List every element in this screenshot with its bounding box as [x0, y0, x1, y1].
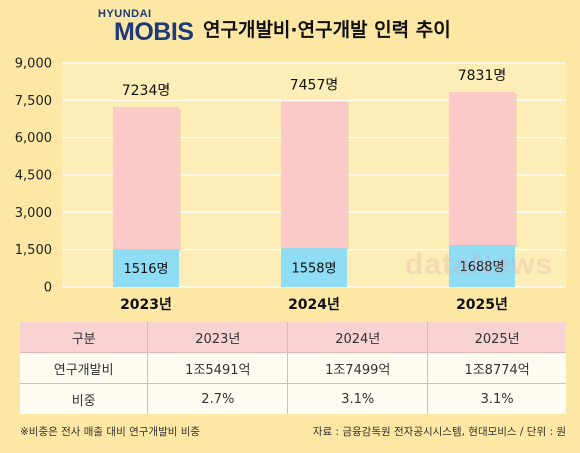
y-tick-label: 3,000 — [15, 206, 52, 221]
data-label-bottom: 1516명 — [123, 262, 168, 277]
logo-hyundai-text: HYUNDAI — [98, 8, 152, 20]
bar-segment-bottom — [449, 244, 515, 287]
y-tick-label: 1,500 — [15, 243, 52, 258]
x-tick-label: 2025년 — [456, 297, 508, 313]
x-axis-ticks: 2023년 2024년 2025년 — [120, 297, 508, 313]
table-row: 연구개발비 1조5491억 1조7499억 1조8774억 — [20, 353, 566, 384]
y-tick-label: 9,000 — [15, 57, 52, 72]
table-cell: 2.7% — [148, 384, 289, 414]
header: HYUNDAI MOBIS 연구개발비·연구개발 인력 추이 — [0, 0, 580, 56]
bar-segment-bottom — [281, 248, 347, 287]
data-label-bottom: 1558명 — [291, 262, 336, 277]
table-cell: 3.1% — [288, 384, 429, 414]
hyundai-mobis-logo: HYUNDAI MOBIS — [96, 8, 196, 50]
table-header-row: 구분 2023년 2024년 2025년 — [20, 322, 566, 353]
table-cell: 1조8774억 — [428, 353, 566, 384]
y-tick-label: 0 — [44, 281, 52, 296]
page-title: 연구개발비·연구개발 인력 추이 — [203, 19, 451, 41]
bar-segment-top — [281, 101, 347, 249]
table-cell: 비중 — [20, 384, 149, 414]
source-note: 자료 : 금융감독원 전자공시시스템, 현대모비스 / 단위 : 원 — [312, 426, 566, 438]
table-cell: 연구개발비 — [20, 353, 149, 384]
watermark: dataNews — [405, 248, 554, 281]
data-table: 구분 2023년 2024년 2025년 연구개발비 1조5491억 1조749… — [20, 322, 566, 414]
data-label-total: 7457명 — [290, 77, 339, 93]
logo-mobis-text: MOBIS — [114, 18, 194, 46]
data-label-total: 7234명 — [122, 83, 171, 99]
x-tick-label: 2024년 — [288, 297, 340, 313]
chart-labels: 7234명 1516명 7457명 1558명 7831명 1688명 — [122, 68, 507, 277]
chart-bars — [113, 92, 517, 287]
table-header-cell: 구분 — [20, 322, 149, 353]
table-cell: 1조7499억 — [288, 353, 429, 384]
bar-segment-top — [449, 92, 515, 245]
data-label-total: 7831명 — [458, 68, 507, 84]
data-label-bottom: 1688명 — [459, 260, 504, 275]
bar-segment-bottom — [113, 249, 179, 287]
bar-segment-top — [113, 106, 179, 250]
table-header-cell: 2025년 — [428, 322, 566, 353]
table-header-cell: 2024년 — [288, 322, 429, 353]
table-cell: 3.1% — [428, 384, 566, 414]
bar-chart: 0 1,500 3,000 4,500 6,000 7,500 9,000 7234명 151… — [15, 57, 566, 313]
x-tick-label: 2023년 — [120, 297, 172, 313]
y-axis-ticks: 0 1,500 3,000 4,500 6,000 7,500 9,000 — [15, 57, 52, 296]
table-row: 비중 2.7% 3.1% 3.1% — [20, 384, 566, 414]
y-tick-label: 7,500 — [15, 94, 52, 109]
y-tick-label: 4,500 — [15, 169, 52, 184]
y-tick-label: 6,000 — [15, 131, 52, 146]
table-cell: 1조5491억 — [148, 353, 289, 384]
table-header-cell: 2023년 — [148, 322, 289, 353]
footnote: ※비중은 전사 매출 대비 연구개발비 비중 — [20, 426, 201, 438]
